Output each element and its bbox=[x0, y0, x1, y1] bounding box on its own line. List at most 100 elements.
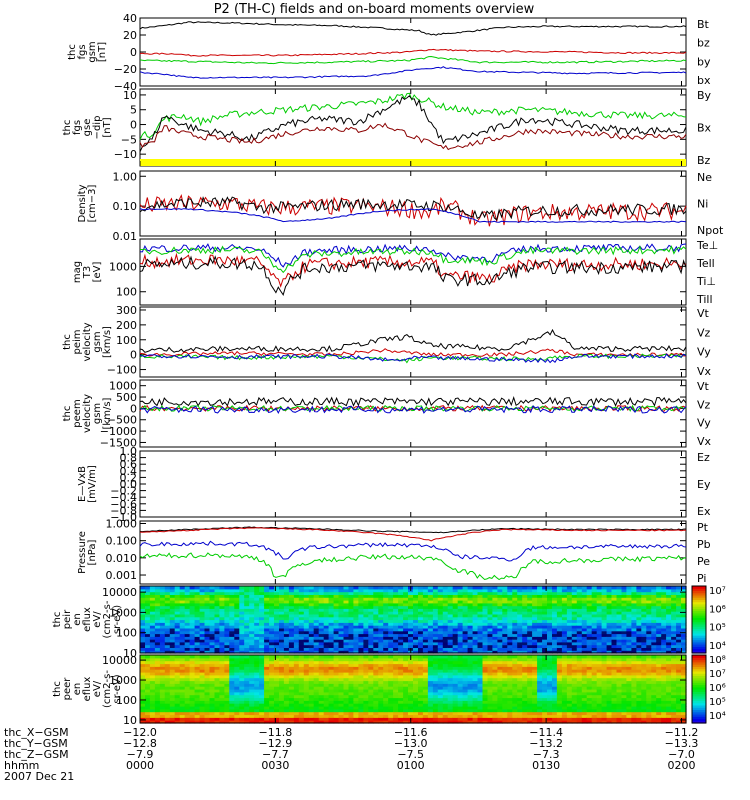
x-tick-label: −7.3 bbox=[533, 748, 560, 761]
series-bx bbox=[139, 66, 687, 79]
x-tick-label: −12.9 bbox=[259, 737, 293, 750]
series-Vy bbox=[139, 404, 687, 413]
y-tick-label: −1500 bbox=[100, 437, 137, 450]
panel-frame bbox=[139, 450, 687, 518]
series-Till bbox=[139, 245, 687, 274]
legend-Vx: Vx bbox=[697, 435, 712, 448]
colorbar-label: 10⁷ bbox=[709, 669, 726, 680]
y-tick-label: −20 bbox=[114, 63, 137, 76]
y-tick-label: 0.4 bbox=[120, 465, 138, 478]
colorbar-frame bbox=[691, 585, 707, 654]
y-tick-label: 1.00 bbox=[113, 170, 138, 183]
legend-Ne: Ne bbox=[697, 171, 712, 184]
y-axis-label: sr-eV) bbox=[112, 674, 123, 703]
ephemeris-label: hhmm bbox=[4, 759, 39, 772]
legend-Tell: Tell bbox=[696, 257, 715, 270]
y-tick-label: 0.6 bbox=[120, 458, 138, 471]
x-tick-label: 0030 bbox=[261, 759, 289, 772]
y-tick-label: −500 bbox=[107, 414, 137, 427]
legend-Bz: Bz bbox=[697, 154, 711, 167]
series-Pe bbox=[139, 552, 687, 581]
series-Vx bbox=[139, 353, 687, 364]
y-tick-label: 1.0 bbox=[120, 445, 138, 458]
y-tick-label: −1.0 bbox=[110, 511, 137, 524]
ephemeris-label: thc_Z−GSM bbox=[4, 748, 69, 761]
y-tick-label: 0.0 bbox=[120, 478, 138, 491]
panel-frame bbox=[139, 654, 687, 724]
y-tick-label: 0.010 bbox=[106, 552, 138, 565]
y-tick-label: −0.8 bbox=[110, 504, 137, 517]
y-tick-label: −0.2 bbox=[110, 485, 137, 498]
panel-frame bbox=[139, 170, 687, 237]
legend-Vy: Vy bbox=[697, 346, 711, 359]
legend-Vz: Vz bbox=[697, 398, 711, 411]
y-axis-label: [eV] bbox=[92, 262, 103, 283]
spectrogram bbox=[140, 586, 687, 654]
y-tick-label: 0 bbox=[130, 46, 137, 59]
y-tick-label: 500 bbox=[116, 391, 137, 404]
x-tick-label: −13.3 bbox=[665, 737, 699, 750]
legend-Pi: Pi bbox=[697, 572, 706, 585]
panel-frame bbox=[139, 585, 687, 654]
series-Bz bbox=[139, 122, 687, 151]
y-axis-label: (cm2-s- bbox=[102, 670, 113, 708]
y-tick-label: 0.2 bbox=[120, 471, 138, 484]
y-tick-label: 0.8 bbox=[120, 452, 138, 465]
y-tick-label: 0 bbox=[130, 402, 137, 415]
legend-Vx: Vx bbox=[697, 365, 712, 378]
y-tick-label: 200 bbox=[116, 319, 137, 332]
y-tick-label: 10 bbox=[123, 714, 137, 727]
y-axis-label: thc bbox=[67, 44, 78, 60]
panel-frame bbox=[139, 17, 687, 87]
panel-10: 10⁸ 10⁷ 10⁶ 10⁵ 10⁴ 10000 1000 100 10 thc peer en ef… bbox=[52, 654, 726, 727]
y-axis-label: T3 bbox=[82, 266, 93, 279]
x-tick-label: 0130 bbox=[532, 759, 560, 772]
panel-frame bbox=[139, 238, 687, 306]
series-Vt bbox=[139, 395, 687, 407]
y-tick-label: −0.6 bbox=[110, 498, 137, 511]
y-tick-label: −40 bbox=[114, 80, 137, 93]
y-axis-label: eV/ bbox=[92, 611, 103, 628]
legend-Te⊥: Te⊥ bbox=[696, 239, 718, 252]
y-axis-label: [cm−3] bbox=[87, 185, 98, 223]
x-tick-label: −13.0 bbox=[394, 737, 428, 750]
legend-Vt: Vt bbox=[697, 307, 710, 320]
y-axis-label: [nT] bbox=[102, 117, 113, 137]
y-axis-label: [km/s] bbox=[102, 326, 113, 358]
y-axis-label: Density bbox=[77, 184, 88, 222]
panel-4: 1000 100 mag T3 [eV] Te⊥ Tell Ti⊥ Till bbox=[72, 238, 718, 306]
legend-Ni: Ni bbox=[697, 198, 708, 211]
legend-Pt: Pt bbox=[697, 521, 709, 534]
y-axis-label: en bbox=[72, 613, 83, 626]
panel-8: 1.000 0.100 0.010 0.001 Pressure [nPa] Pt Pb Pe P… bbox=[77, 518, 711, 586]
legend-bz: bz bbox=[697, 37, 710, 50]
panel-frame bbox=[139, 379, 687, 448]
y-tick-label: 0.01 bbox=[113, 230, 138, 243]
y-axis-label: thc bbox=[62, 334, 73, 350]
y-axis-label: Pressure bbox=[77, 531, 88, 574]
y-tick-label: 5 bbox=[130, 104, 137, 117]
x-tick-label: −7.7 bbox=[262, 748, 289, 761]
colorbar-label: 10⁸ bbox=[709, 655, 726, 666]
y-tick-label: 10 bbox=[123, 647, 137, 660]
y-tick-label: 20 bbox=[123, 29, 137, 42]
y-tick-label: 10000 bbox=[102, 654, 137, 667]
legend-Bt: Bt bbox=[697, 18, 710, 31]
series-Ni bbox=[139, 196, 687, 221]
colorbar-label: 10⁴ bbox=[709, 641, 726, 652]
colorbar-frame bbox=[691, 654, 707, 724]
series-Vt bbox=[139, 328, 687, 353]
panel-frame bbox=[139, 306, 687, 378]
x-tick-label: 0200 bbox=[668, 759, 696, 772]
series-Bt bbox=[139, 21, 687, 36]
quality-bar bbox=[140, 159, 686, 166]
y-tick-label: 300 bbox=[116, 304, 137, 317]
colorbar: 10⁸ 10⁷ 10⁶ 10⁵ 10⁴ bbox=[691, 654, 726, 724]
y-axis-label: peem bbox=[72, 399, 83, 427]
y-axis-label: peer bbox=[62, 677, 73, 701]
legend-Bx: Bx bbox=[697, 122, 712, 135]
panel-1: 40 20 0 −20 −40 thc fgs gsm [nT] Bt bz by bx bbox=[67, 12, 711, 93]
y-tick-label: 10000 bbox=[102, 586, 137, 599]
